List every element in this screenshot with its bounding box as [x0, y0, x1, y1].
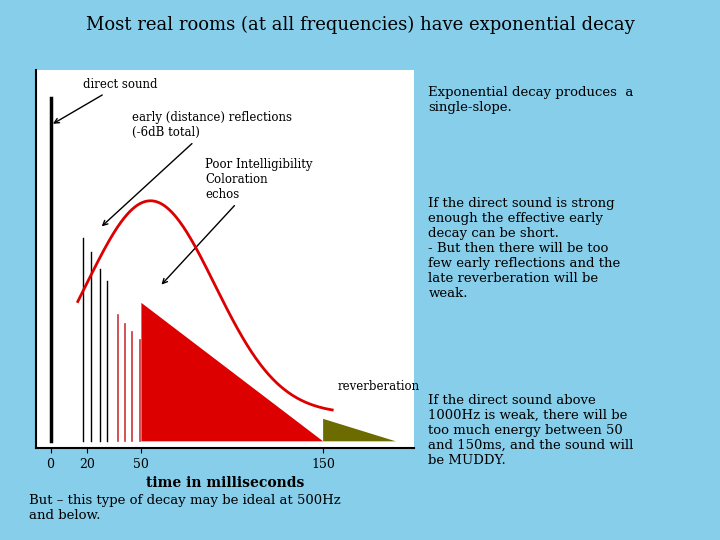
Text: Poor Intelligibility
Coloration
echos: Poor Intelligibility Coloration echos [163, 158, 312, 284]
Text: reverberation: reverberation [338, 380, 420, 393]
Text: direct sound: direct sound [54, 78, 158, 123]
Polygon shape [323, 419, 396, 441]
Text: early (distance) reflections
(-6dB total): early (distance) reflections (-6dB total… [103, 111, 292, 225]
Text: Most real rooms (at all frequencies) have exponential decay: Most real rooms (at all frequencies) hav… [86, 16, 634, 35]
X-axis label: time in milliseconds: time in milliseconds [146, 476, 304, 490]
Text: But – this type of decay may be ideal at 500Hz
and below.: But – this type of decay may be ideal at… [29, 494, 341, 522]
Text: If the direct sound is strong
enough the effective early
decay can be short.
- B: If the direct sound is strong enough the… [428, 197, 621, 300]
Text: Exponential decay produces  a
single-slope.: Exponential decay produces a single-slop… [428, 86, 634, 114]
Text: If the direct sound above
1000Hz is weak, there will be
too much energy between : If the direct sound above 1000Hz is weak… [428, 394, 634, 467]
Polygon shape [141, 303, 323, 441]
